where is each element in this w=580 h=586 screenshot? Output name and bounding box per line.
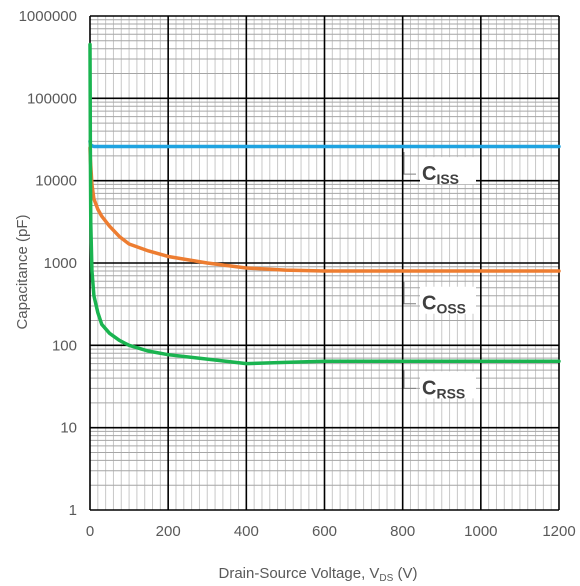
series-label-oss: COSS: [422, 293, 466, 317]
y-tick-label: 100000: [27, 90, 77, 107]
x-tick-label: 400: [234, 523, 259, 540]
y-tick-label: 1000: [44, 255, 77, 272]
series-label-main: C: [422, 377, 436, 399]
x-tick-label: 1200: [542, 523, 575, 540]
x-tick-label: 0: [86, 523, 94, 540]
y-tick-label: 100: [52, 337, 77, 354]
series-callout-iss: [403, 152, 416, 175]
x-axis-title-unit: (V): [393, 565, 417, 582]
series-line-rss: [88, 42, 561, 366]
series-callout-rss: [403, 370, 416, 389]
series-label-sub: ISS: [436, 171, 459, 187]
y-tick-label: 10: [60, 420, 77, 437]
x-axis-title-main: Drain-Source Voltage, V: [219, 565, 380, 582]
x-axis-title: Drain-Source Voltage, VDS (V): [219, 565, 418, 584]
y-tick-label: 1000000: [19, 8, 77, 25]
series-label-sub: OSS: [436, 301, 466, 317]
series-callout-oss: [403, 282, 416, 305]
x-axis-title-sub: DS: [379, 573, 393, 584]
series-label-bg-rss: [420, 371, 476, 399]
y-tick-labels: 1 10 100 1000 10000 100000 1000000: [19, 8, 77, 519]
x-tick-label: 1000: [464, 523, 497, 540]
x-tick-label: 600: [312, 523, 337, 540]
series-label-iss: CISS: [422, 163, 459, 187]
series-label-main: C: [422, 163, 436, 185]
y-tick-label: 1: [69, 502, 77, 519]
x-tick-label: 800: [390, 523, 415, 540]
series-label-sub: RSS: [436, 385, 465, 401]
major-gridlines: [89, 15, 560, 511]
series-lines: [88, 42, 561, 366]
y-axis-title: Capacitance (pF): [14, 214, 31, 329]
series-label-main: C: [422, 293, 436, 315]
series-label-bg-oss: [420, 286, 476, 314]
x-tick-label: 200: [156, 523, 181, 540]
series-line-oss: [88, 146, 561, 273]
y-tick-label: 10000: [35, 173, 77, 190]
x-tick-labels: 0 200 400 600 800 1000 1200: [86, 523, 576, 540]
series-label-bg-iss: [420, 157, 476, 185]
series-label-rss: CRSS: [422, 377, 465, 401]
